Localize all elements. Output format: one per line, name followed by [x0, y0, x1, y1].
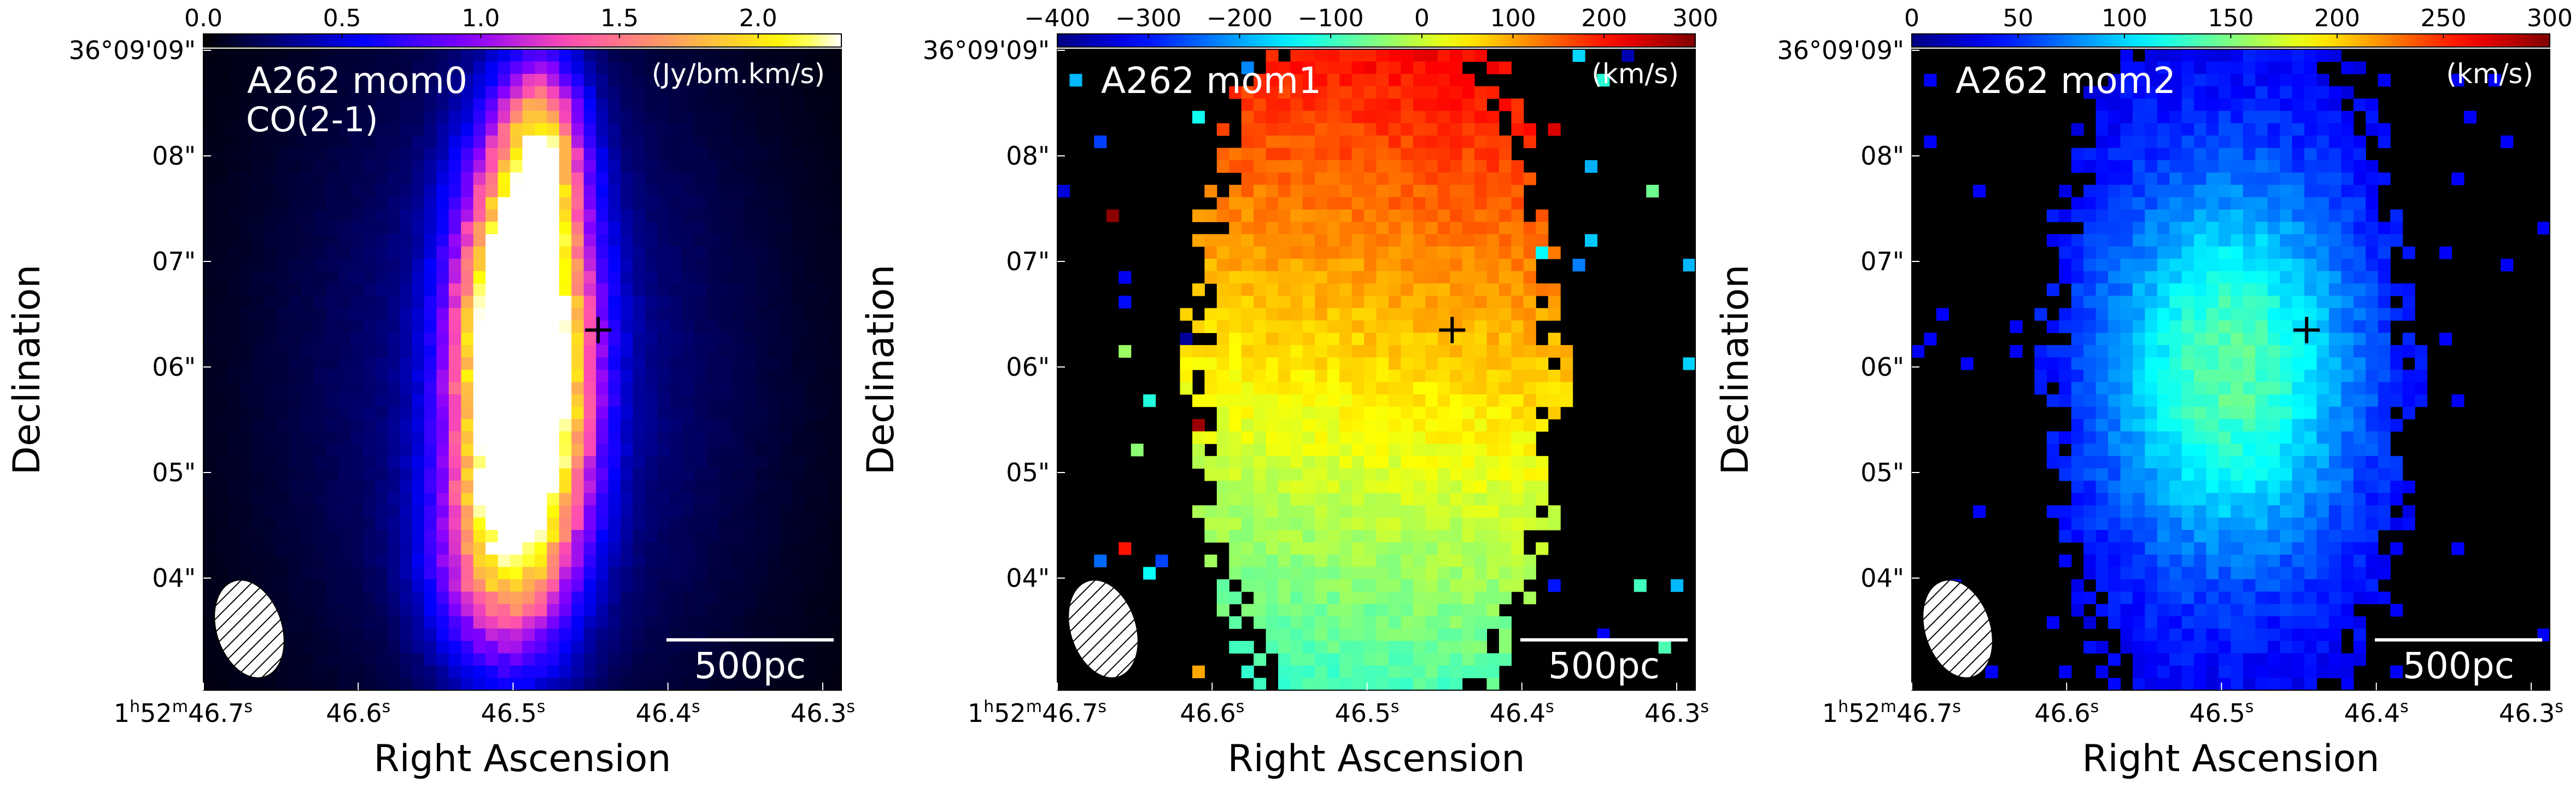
panel-title: A262 mom2 [1956, 60, 2176, 102]
colorbar-tick-label: 1.0 [461, 4, 500, 32]
colorbar-tick-label: −100 [1298, 4, 1364, 32]
ra-tick-label: 1h52m46.7s [114, 697, 253, 728]
ra-tick-label: 46.4s [2344, 697, 2409, 728]
scale-bar-label: 500pc [2403, 645, 2514, 687]
colorbar-tick-label: 200 [2314, 4, 2360, 32]
dec-tick-label: 36°09'09" [923, 36, 1050, 65]
colorbar-tick-label: 0.5 [323, 4, 361, 32]
colorbar [203, 34, 841, 47]
dec-tick-label: 08" [152, 141, 196, 171]
dec-tick-label: 04" [1006, 563, 1050, 593]
dec-tick-label: 05" [1860, 458, 1904, 487]
panel-title: A262 mom1 [1101, 60, 1321, 102]
ra-tick-label: 1h52m46.7s [1822, 697, 1961, 728]
panel-2: −400 −300 −200 −100 0 100 200 300 1h52m46.7s 46.6… [859, 4, 1718, 780]
colorbar-tick-label: −200 [1207, 4, 1273, 32]
x-axis-label: Right Ascension [374, 737, 671, 780]
colorbar-tick-label: 2.0 [739, 4, 777, 32]
ra-tick-label: 46.3s [791, 697, 855, 728]
scale-bar-label: 500pc [1548, 645, 1660, 687]
dec-tick-label: 08" [1006, 141, 1050, 171]
colorbar-tick-label: 150 [2208, 4, 2254, 32]
colorbar-tick-label: 0 [1904, 4, 1919, 32]
ra-tick-label: 46.3s [1644, 697, 1709, 728]
panel-subtitle: CO(2-1) [246, 100, 378, 139]
y-axis-label: Declination [1714, 265, 1757, 475]
colorbar-tick-label: −300 [1115, 4, 1181, 32]
ra-tick-label: 46.5s [481, 697, 545, 728]
dec-tick-label: 07" [1860, 247, 1904, 276]
unit-label: (km/s) [1591, 58, 1679, 90]
colorbar [1057, 34, 1695, 47]
dec-tick-label: 07" [1006, 247, 1050, 276]
ra-tick-label: 46.3s [2499, 697, 2563, 728]
unit-label: (Jy/bm.km/s) [652, 58, 825, 90]
colorbar-tick-label: 300 [1672, 4, 1718, 32]
panel-1: 0.0 0.5 1.0 1.5 2.0 1h52m46.7s 46.6s 46.5s 46.4s… [5, 4, 855, 780]
colorbar-tick-label: 1.5 [600, 4, 639, 32]
dec-tick-label: 05" [1006, 458, 1050, 487]
colorbar-tick-label: 250 [2421, 4, 2467, 32]
colorbar-tick-label: −400 [1024, 4, 1091, 32]
colorbar-tick-label: 0.0 [184, 4, 223, 32]
ra-tick-label: 46.5s [2189, 697, 2253, 728]
dec-tick-label: 36°09'09" [69, 36, 196, 65]
dec-tick-label: 04" [1860, 563, 1904, 593]
dec-tick-label: 07" [152, 247, 196, 276]
dec-tick-label: 06" [1006, 352, 1050, 382]
scale-bar-label: 500pc [694, 645, 806, 687]
colorbar-tick-label: 100 [2101, 4, 2147, 32]
colorbar-tick-label: 50 [2003, 4, 2034, 32]
dec-tick-label: 05" [152, 458, 196, 487]
dec-tick-label: 06" [1860, 352, 1904, 382]
y-axis-label: Declination [859, 265, 903, 475]
y-axis-label: Declination [5, 265, 49, 475]
ra-tick-label: 46.4s [1490, 697, 1554, 728]
colorbar-tick-label: 100 [1490, 4, 1536, 32]
colorbar-tick-label: 300 [2527, 4, 2573, 32]
unit-label: (km/s) [2446, 58, 2533, 90]
heatmap-pixels [203, 49, 842, 691]
ra-tick-label: 1h52m46.7s [968, 697, 1106, 728]
dec-tick-label: 06" [152, 352, 196, 382]
panel-3: 0 50 100 150 200 250 300 1h52m46.7s 46.6s 46.5s 46… [1714, 4, 2573, 780]
ra-tick-label: 46.6s [326, 697, 390, 728]
ra-tick-label: 46.6s [1180, 697, 1244, 728]
colorbar-tick-label: 200 [1581, 4, 1627, 32]
ra-tick-label: 46.4s [636, 697, 700, 728]
colorbar-tick-label: 0 [1414, 4, 1430, 32]
dec-tick-label: 04" [152, 563, 196, 593]
ra-tick-label: 46.5s [1334, 697, 1399, 728]
ra-tick-label: 46.6s [2034, 697, 2099, 728]
x-axis-label: Right Ascension [2082, 737, 2380, 780]
dec-tick-label: 08" [1860, 141, 1904, 171]
dec-tick-label: 36°09'09" [1777, 36, 1904, 65]
panel-title: A262 mom0 [247, 60, 467, 102]
x-axis-label: Right Ascension [1228, 737, 1525, 780]
